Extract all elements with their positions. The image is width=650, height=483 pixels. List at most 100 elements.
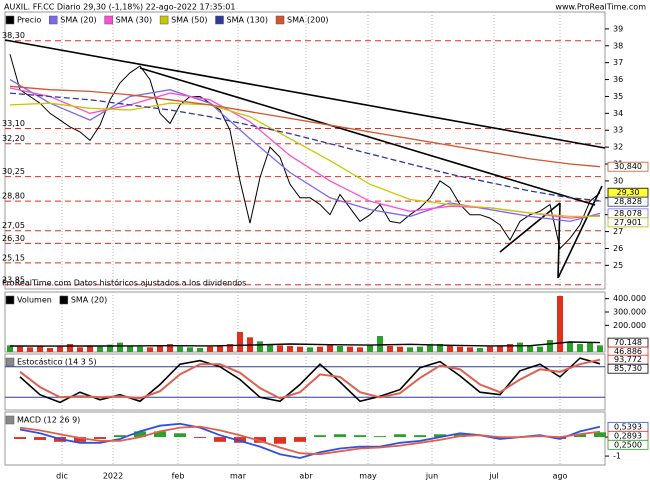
legend-swatch [5,295,15,305]
bar [334,434,346,438]
bar [554,437,566,439]
legend-swatch [5,15,15,25]
series-line [9,85,601,168]
x-tick-label: dic [56,472,68,481]
y-tick-label: 36 [613,75,623,84]
bar [374,436,386,438]
level-label: 27,05 [2,221,25,230]
bar [427,345,433,352]
x-tick-label: may [359,472,377,481]
bar [214,437,226,442]
legend-swatch [215,15,224,25]
trendline [557,185,603,279]
value-tag: 28,828 [614,197,642,206]
legend-label: Volumen [17,296,52,305]
level-label: 32,20 [2,134,25,143]
bar [434,434,446,438]
y-tick-label: 39 [613,24,623,33]
value-tag-box [607,161,649,172]
bar [34,437,46,440]
legend-swatch [104,15,113,25]
bar [287,346,293,352]
bar [477,348,483,352]
series-line [9,54,601,250]
bar [137,346,143,352]
legend-swatch [59,295,69,305]
value-tag: 70.148 [614,338,642,347]
value-tag: 46.886 [614,347,642,356]
header-site: www.ProRealTime.com [555,3,646,12]
trendline [499,202,561,253]
bar [77,347,83,352]
bar [594,432,606,438]
level-label: 38,30 [2,31,25,40]
bar [234,437,246,443]
bar [47,348,53,352]
x-tick-label: feb [172,472,185,481]
bar [177,346,183,352]
bar [87,346,93,352]
y-tick-label: 34 [613,109,623,118]
trendline [4,39,606,149]
series-line [19,422,601,459]
y-tick-label: 26 [613,244,623,253]
level-label: 33,10 [2,119,25,128]
bar [457,346,463,352]
bar [557,296,563,352]
value-tag-box [607,217,649,228]
bar [107,344,113,352]
bar [97,346,103,352]
bar [297,346,303,352]
bar [394,434,406,438]
level-label: 26,30 [2,234,25,243]
y-tick-label: 33 [613,126,623,135]
value-tag: 93,772 [614,355,642,364]
bar [147,347,153,352]
bar [254,437,266,443]
y-tick-label: 27 [613,227,623,236]
bar [447,346,453,352]
bar [487,346,493,352]
value-tag-box [607,363,649,374]
x-tick-label: jul [488,472,499,481]
bar [357,347,363,352]
trendlines [4,39,606,279]
bar [127,346,133,352]
legend-swatch [159,15,169,25]
bar [37,346,43,352]
bar [567,341,573,352]
panel-frame [4,353,606,411]
bar [307,347,313,352]
legend-label: MACD (12 26 9) [17,416,80,425]
value-tag: 0,2500 [614,440,642,449]
legend-label: Precio [17,16,41,25]
y-tick-label: -1 [613,452,621,461]
series-line [9,341,601,347]
panel-frame [4,11,606,290]
y-tick-label: 200.000 [613,321,646,330]
bar [134,431,146,438]
value-tag: 27,901 [614,218,642,227]
y-tick-label: 37 [613,58,623,67]
x-tick-label: abr [299,472,313,481]
bar [577,344,583,352]
legend-label: SMA (20) [71,296,107,305]
bar [337,346,343,352]
bar [397,346,403,352]
bar [497,346,503,352]
series-line [19,358,601,400]
legend-label: SMA (30) [116,16,152,25]
bar [237,332,243,352]
value-tag-box [607,196,649,207]
bar [467,347,473,352]
value-tag: 28,078 [614,209,642,218]
legend-label: SMA (130) [227,16,269,25]
bar [174,433,186,438]
series-line [19,425,601,456]
bar [74,437,86,442]
series-line [9,102,600,218]
bar [57,346,63,352]
legend-swatch [5,415,15,425]
bar [414,435,426,438]
